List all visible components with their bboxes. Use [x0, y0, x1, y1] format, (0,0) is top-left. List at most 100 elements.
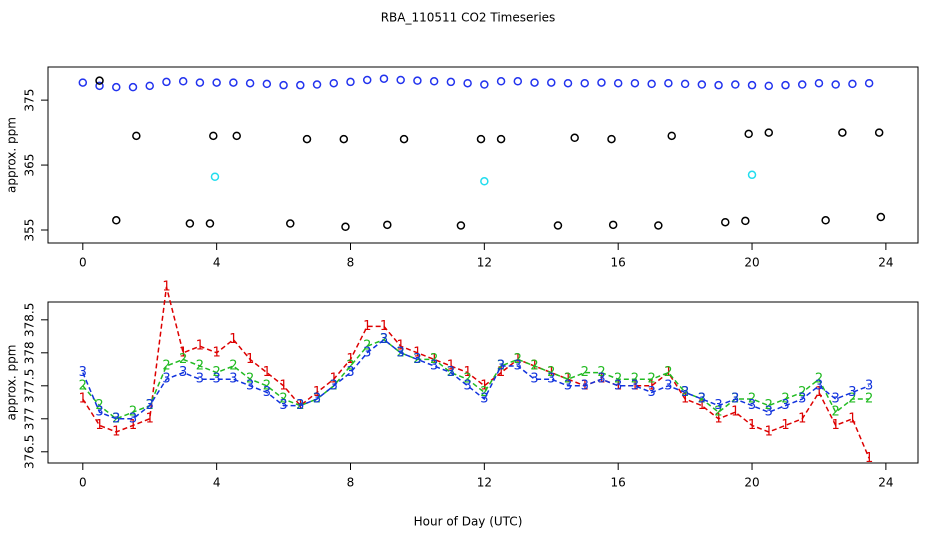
point-marker: 1: [447, 359, 455, 374]
point: [476, 134, 486, 144]
point: [664, 78, 673, 88]
x-tick-label: 8: [347, 476, 355, 490]
point-marker: 1: [748, 418, 756, 433]
point: [362, 75, 372, 85]
point-marker: 3: [213, 372, 221, 387]
point-marker: 3: [279, 398, 287, 413]
point-marker: 3: [313, 391, 321, 406]
point-marker: 3: [296, 398, 304, 413]
point-marker: 2: [346, 359, 354, 374]
point-marker: 1: [213, 345, 221, 360]
y-tick-label: 377: [23, 407, 37, 430]
point: [864, 78, 874, 88]
point-marker: 3: [196, 372, 204, 387]
point: [547, 78, 556, 87]
point-marker: 2: [263, 378, 271, 393]
point-marker: 3: [865, 378, 873, 393]
point: [597, 78, 606, 87]
point-marker: 2: [781, 391, 789, 406]
point-marker: 2: [213, 365, 221, 380]
point: [383, 220, 392, 230]
point-marker: 2: [95, 398, 103, 413]
x-tick-label: 4: [213, 256, 221, 270]
point-marker: 1: [681, 391, 689, 406]
point-marker: 3: [664, 378, 672, 393]
point-marker: 1: [363, 319, 371, 334]
point-marker: 2: [832, 405, 840, 420]
point-marker: 2: [748, 391, 756, 406]
point: [162, 77, 171, 87]
x-axis-label: Hour of Day (UTC): [414, 515, 523, 529]
x-tick-label: 12: [477, 256, 492, 270]
point-marker: 1: [246, 352, 254, 367]
point-marker: 2: [530, 359, 538, 374]
point: [654, 221, 663, 230]
y-tick-label: 378: [23, 341, 37, 364]
x-tick-label: 0: [79, 256, 87, 270]
point: [339, 134, 349, 144]
point-marker: 3: [179, 365, 187, 380]
point: [513, 77, 523, 86]
point-marker: 3: [547, 372, 555, 387]
series-line: [82, 338, 870, 420]
point-marker: 3: [497, 359, 505, 374]
point-marker: 1: [346, 352, 354, 367]
point: [848, 79, 857, 89]
point: [245, 78, 255, 88]
point-marker: 2: [463, 372, 471, 387]
point-marker: 2: [664, 365, 672, 380]
x-tick-label: 16: [611, 256, 626, 270]
point-marker: 1: [781, 418, 789, 433]
chart-title: RBA_110511 CO2 Timeseries: [381, 11, 556, 25]
point: [312, 80, 322, 89]
point: [747, 80, 757, 90]
point: [480, 177, 489, 186]
point: [764, 128, 774, 137]
point-marker: 3: [413, 352, 421, 367]
point-marker: 3: [614, 378, 622, 393]
point: [563, 78, 573, 88]
point: [496, 134, 506, 144]
point-marker: 1: [714, 411, 722, 426]
point: [128, 82, 138, 92]
point: [95, 81, 104, 91]
point-marker: 1: [413, 345, 421, 360]
y-tick-label: 365: [23, 154, 37, 177]
point: [764, 81, 774, 91]
point-marker: 3: [129, 411, 137, 426]
point: [680, 79, 690, 89]
series-line: [82, 286, 870, 459]
point-marker: 1: [614, 378, 622, 393]
point: [607, 134, 616, 144]
point: [262, 79, 272, 89]
point-marker: 1: [865, 451, 873, 466]
point-marker: 3: [346, 365, 354, 380]
point: [178, 77, 188, 86]
point: [210, 172, 220, 182]
point: [195, 78, 205, 87]
point-marker: 2: [229, 359, 237, 374]
point-marker: 2: [196, 359, 204, 374]
point: [781, 80, 790, 90]
point-marker: 2: [179, 352, 187, 367]
point-marker: 1: [480, 378, 488, 393]
point: [429, 77, 439, 86]
plot-frame: [47, 301, 919, 464]
point-marker: 1: [798, 411, 806, 426]
point: [747, 170, 757, 180]
point: [112, 216, 121, 225]
point: [831, 80, 840, 89]
point-marker: 3: [447, 365, 455, 380]
x-tick-label: 20: [744, 476, 759, 490]
point-marker: 2: [614, 372, 622, 387]
point-marker: 2: [162, 359, 170, 374]
point: [145, 81, 154, 91]
point-marker: 1: [698, 398, 706, 413]
point: [570, 133, 579, 143]
x-tick-label: 24: [878, 256, 893, 270]
point-marker: 3: [631, 378, 639, 393]
point-marker: 1: [179, 345, 187, 360]
point-marker: 1: [832, 418, 840, 433]
x-tick-label: 20: [744, 256, 759, 270]
point-marker: 2: [363, 339, 371, 354]
